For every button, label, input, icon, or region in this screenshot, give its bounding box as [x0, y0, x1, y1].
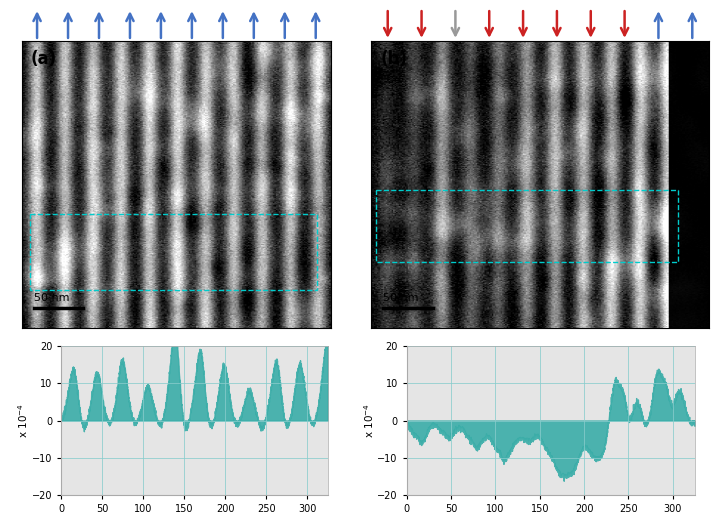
Y-axis label: x 10$^{-4}$: x 10$^{-4}$ [17, 403, 30, 438]
Text: (a): (a) [31, 50, 57, 68]
Text: (b): (b) [381, 50, 408, 68]
Text: 50 nm: 50 nm [34, 293, 70, 302]
Y-axis label: x 10$^{-4}$: x 10$^{-4}$ [362, 403, 376, 438]
Bar [30, 214, 318, 291]
Bar [376, 190, 678, 262]
Text: 50 nm: 50 nm [383, 293, 419, 302]
